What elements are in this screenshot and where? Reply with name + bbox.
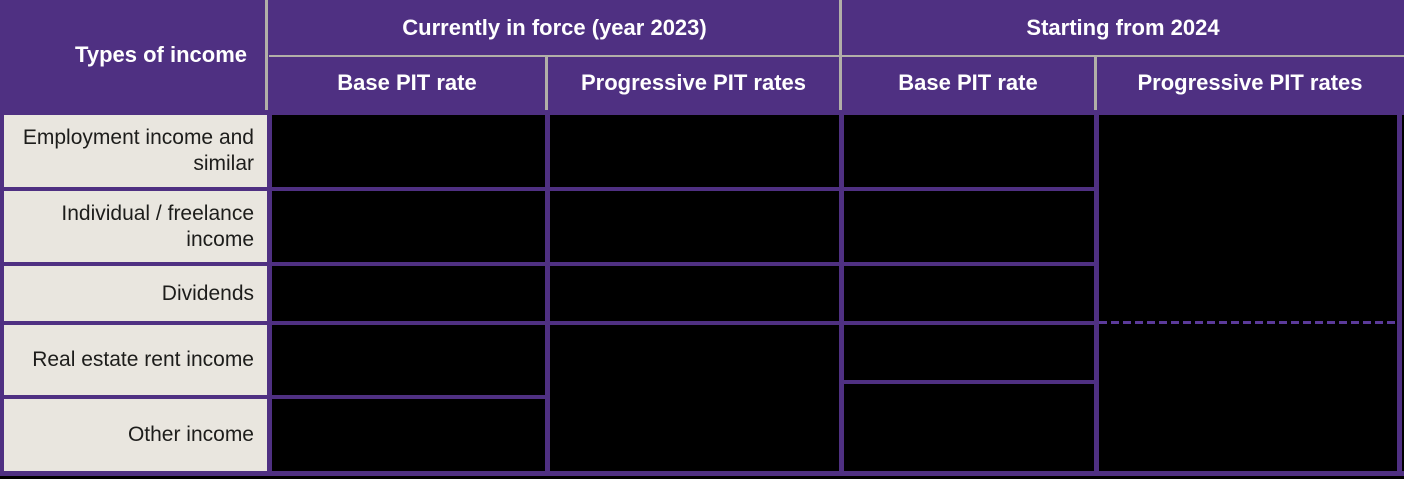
row-label-employment-income: Employment income and similar [4, 115, 267, 187]
header-types-of-income: Types of income [75, 42, 247, 67]
header-divider-vertical-2023-sub [545, 55, 548, 110]
grid-line-row4-bottom-left [0, 395, 550, 399]
grid-line-2023-2024-divider [839, 110, 844, 476]
cell-2023-base-dividends [272, 266, 545, 321]
header-2024-progressive-pit-rates: Progressive PIT rates [1137, 69, 1363, 95]
cell-2023-base-other [272, 399, 545, 471]
cell-2023-progressive-dividends [550, 266, 839, 321]
row-label-other-income: Other income [4, 399, 267, 471]
cell-2023-progressive-individual [550, 191, 839, 262]
header-2023-progressive-pit-rates: Progressive PIT rates [580, 69, 806, 95]
grid-line-labels-right [267, 110, 272, 476]
grid-line-row4-bottom-2024-base [839, 380, 1099, 384]
cell-2023-progressive-employment [550, 115, 839, 187]
header-divider-horizontal [269, 55, 1404, 57]
header-group-currently-in-force-2023: Currently in force (year 2023) [402, 14, 707, 40]
row-label-dividends: Dividends [4, 266, 267, 321]
row-label-individual-freelance-income: Individual / freelance income [4, 191, 267, 262]
header-2023-base-pit-rate: Base PIT rate [337, 69, 477, 95]
grid-line-2024-sub-divider [1094, 110, 1099, 476]
dashed-divider-2024-progressive [1099, 321, 1397, 324]
cell-2023-progressive-real-estate-other-merged [550, 325, 839, 471]
header-group-starting-from-2024: Starting from 2024 [1026, 14, 1220, 40]
cell-2024-progressive-lower-merged [1099, 325, 1397, 471]
cell-2023-base-employment [272, 115, 545, 187]
cell-2024-base-individual [844, 191, 1094, 262]
header-divider-vertical-left [265, 0, 268, 110]
grid-line-left-edge [0, 110, 4, 476]
grid-line-table-bottom [0, 471, 1404, 476]
header-divider-vertical-2024-sub [1094, 55, 1097, 110]
grid-line-header-bottom [0, 110, 1404, 115]
header-2024-base-pit-rate: Base PIT rate [898, 69, 1038, 95]
cell-2023-base-individual [272, 191, 545, 262]
cell-2024-base-dividends [844, 266, 1094, 320]
cell-2023-base-real-estate [272, 325, 545, 395]
cell-2024-progressive-upper-merged [1099, 115, 1397, 321]
cell-2024-base-other [844, 384, 1094, 471]
grid-line-right-edge [1397, 110, 1402, 476]
grid-line-2023-sub-divider [545, 110, 550, 476]
cell-2024-base-real-estate [844, 324, 1094, 380]
cell-2024-base-employment [844, 115, 1094, 187]
row-label-real-estate-rent-income: Real estate rent income [4, 325, 267, 395]
